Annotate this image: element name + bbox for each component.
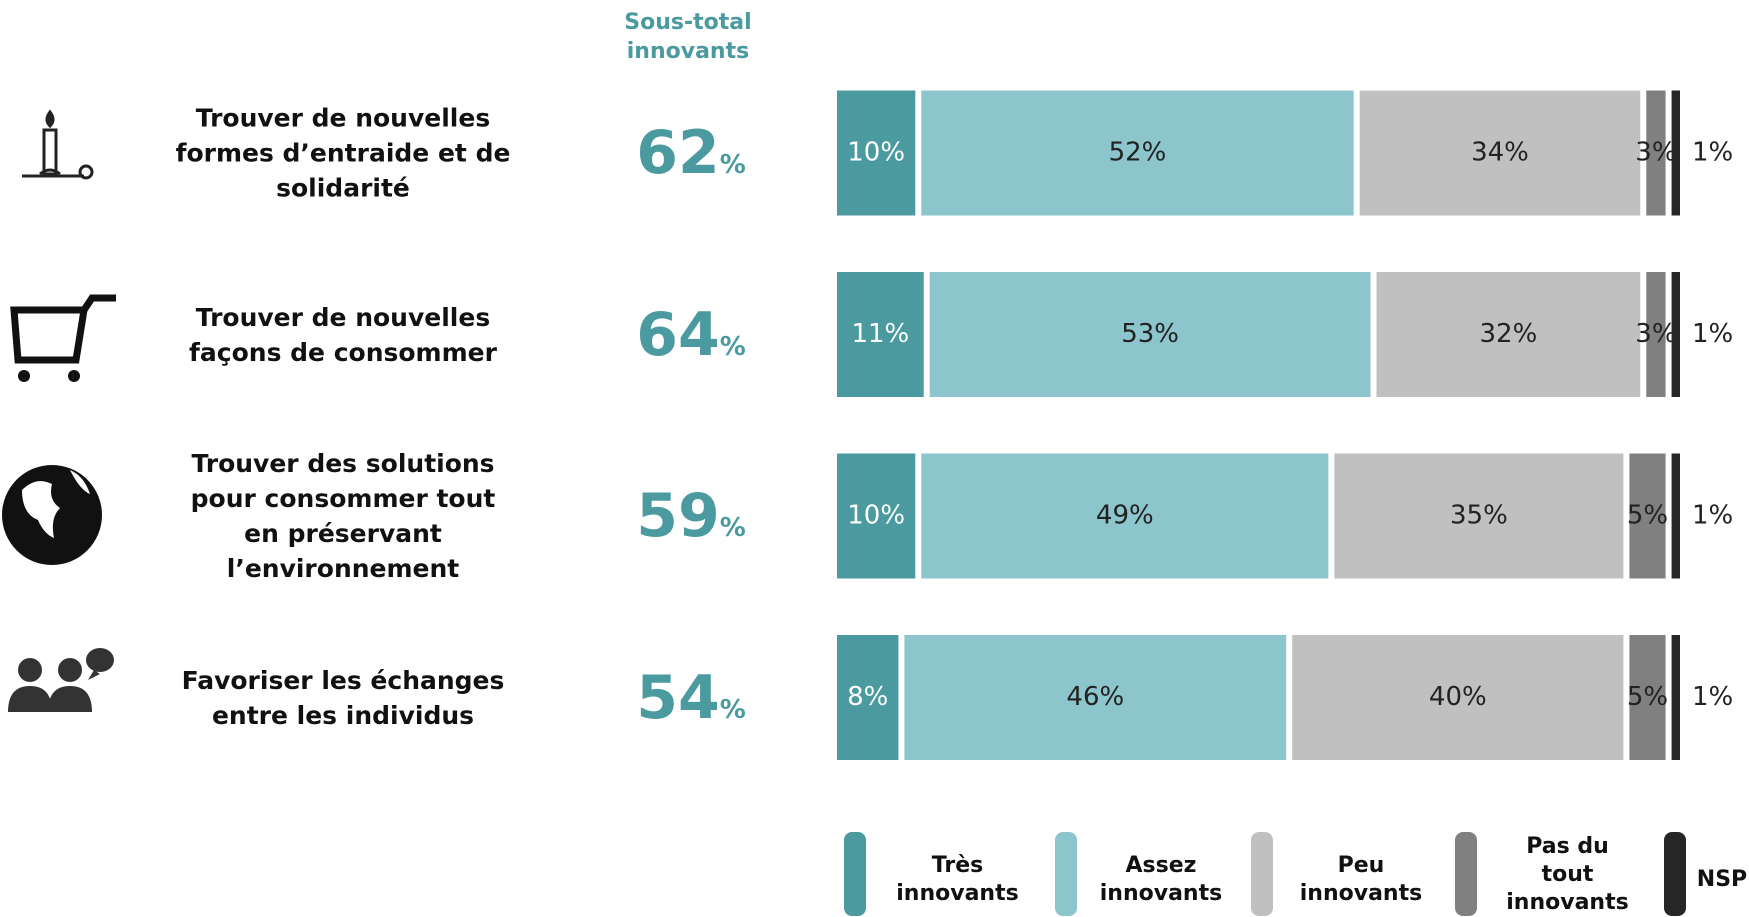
- legend-label: Pas du tout innovants: [1506, 834, 1629, 915]
- legend-swatch: [1664, 832, 1686, 916]
- legend-label: Peu innovants: [1299, 853, 1423, 906]
- subtotal-unit: %: [719, 331, 746, 362]
- data-label: 5%: [1627, 682, 1668, 712]
- people-icon: [8, 648, 114, 712]
- data-label: 52%: [1109, 138, 1167, 168]
- data-label: 32%: [1480, 319, 1538, 349]
- data-label: 3%: [1635, 138, 1676, 168]
- data-label: 1%: [1692, 682, 1733, 712]
- bar-segment: [837, 272, 924, 397]
- globe-icon: [2, 465, 102, 565]
- bar-segment: [1292, 635, 1624, 760]
- category-label: Trouver des solutions pour consommer tou…: [190, 449, 496, 583]
- legend-label: NSP: [1696, 867, 1748, 892]
- data-label: 8%: [847, 682, 888, 712]
- data-label: 46%: [1066, 682, 1124, 712]
- bar-segment: [1334, 453, 1624, 579]
- subtotal: 64%: [591, 300, 791, 370]
- legend-swatch: [844, 832, 866, 916]
- bar-segment: [1671, 635, 1680, 760]
- subtotal: 59%: [591, 481, 791, 551]
- subtotal: 62%: [591, 118, 791, 188]
- bar-segment: [1629, 635, 1666, 760]
- candle-icon: [22, 109, 94, 180]
- bar-segment: [1359, 90, 1641, 216]
- data-label: 1%: [1692, 138, 1733, 168]
- subtotal: 54%: [591, 663, 791, 733]
- data-label: 53%: [1121, 319, 1179, 349]
- data-label: 1%: [1692, 501, 1733, 531]
- subtotal-unit: %: [719, 513, 746, 543]
- bar-segment: [904, 635, 1287, 760]
- subtotal-value: 64: [636, 299, 720, 370]
- data-label: 35%: [1450, 501, 1508, 531]
- bar-segment: [1671, 453, 1680, 579]
- legend-swatch: [1455, 832, 1477, 916]
- cart-icon: [10, 294, 116, 382]
- data-label: 49%: [1096, 501, 1154, 531]
- bar-segment: [837, 453, 916, 579]
- data-label: 34%: [1471, 138, 1529, 168]
- bar-segment: [1629, 453, 1666, 579]
- data-label: 5%: [1627, 501, 1668, 531]
- data-label: 10%: [847, 501, 905, 531]
- bar-segment: [921, 90, 1354, 216]
- bar-segment: [837, 635, 899, 760]
- legend-swatch: [1251, 832, 1273, 916]
- subtotal-title: Sous-total innovants: [624, 10, 752, 64]
- category-label: Favoriser les échanges entre les individ…: [181, 665, 505, 730]
- data-label: 11%: [851, 319, 909, 349]
- bar-segment: [1376, 272, 1641, 397]
- legend-swatch: [1055, 832, 1077, 916]
- subtotal-value: 62: [636, 118, 720, 188]
- subtotal-unit: %: [719, 694, 746, 725]
- bar-segment: [1671, 272, 1680, 397]
- bar-segment: [837, 90, 916, 216]
- category-label: Trouver de nouvelles façons de consommer: [189, 302, 497, 367]
- bar-segment: [1646, 272, 1666, 397]
- subtotal-unit: %: [719, 150, 746, 180]
- bar-segment: [921, 453, 1329, 579]
- data-label: 10%: [847, 138, 905, 168]
- category-label: Trouver de nouvelles formes d’entraide e…: [175, 103, 511, 203]
- legend-label: Assez innovants: [1099, 853, 1223, 906]
- data-label: 1%: [1692, 319, 1733, 349]
- subtotal-value: 54: [636, 662, 720, 733]
- subtotal-value: 59: [636, 481, 720, 551]
- bar-segment: [1671, 90, 1680, 216]
- bar-segment: [929, 272, 1371, 397]
- data-label: 40%: [1429, 682, 1487, 712]
- legend-label: Très innovants: [896, 853, 1019, 906]
- data-label: 3%: [1635, 319, 1676, 349]
- bar-segment: [1646, 90, 1666, 216]
